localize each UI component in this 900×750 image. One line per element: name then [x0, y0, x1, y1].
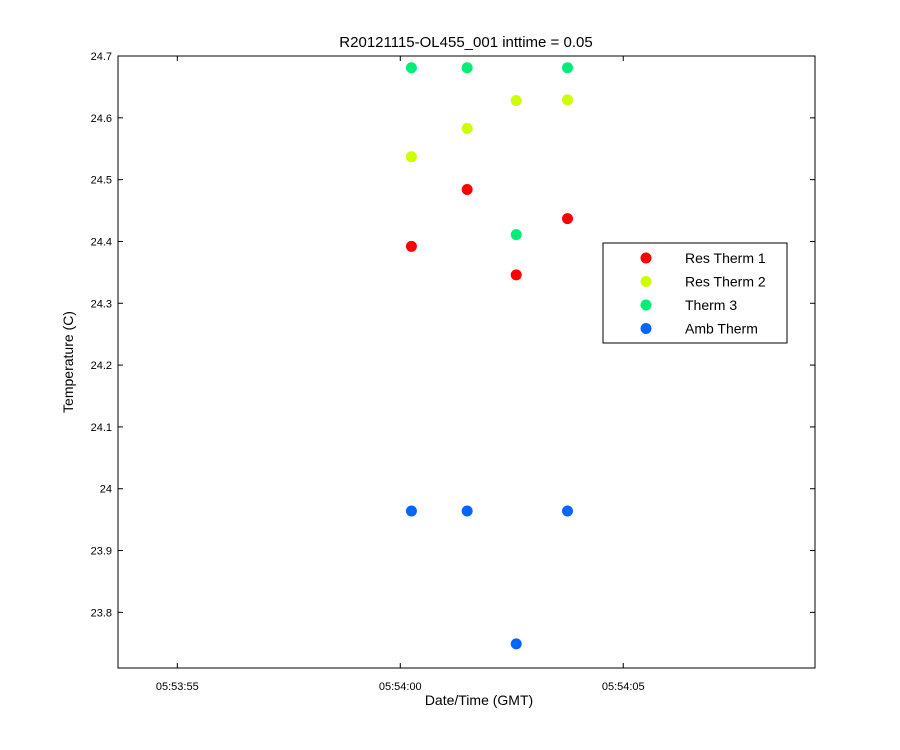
y-tick-label: 24.4 — [91, 236, 112, 248]
y-tick-label: 24.3 — [91, 298, 112, 310]
x-axis-title: Date/Time (GMT) — [425, 692, 533, 708]
y-tick-label: 24 — [100, 484, 112, 496]
y-tick-label: 24.2 — [91, 360, 112, 372]
legend-marker — [640, 252, 652, 264]
plot-area — [117, 55, 816, 669]
chart-title: R20121115-OL455_001 inttime = 0.05 — [339, 34, 592, 51]
legend-marker — [640, 299, 652, 311]
data-point — [405, 62, 417, 74]
data-point — [510, 229, 522, 241]
legend-label: Therm 3 — [685, 297, 737, 313]
data-point — [461, 505, 473, 517]
data-point — [510, 95, 522, 107]
data-point — [562, 505, 574, 517]
data-point — [461, 62, 473, 74]
data-point — [562, 62, 574, 74]
legend-label: Res Therm 1 — [685, 250, 766, 266]
data-point — [562, 94, 574, 106]
data-point — [461, 122, 473, 134]
y-tick-label: 24.6 — [91, 113, 112, 125]
x-tick-label: 05:54:05 — [602, 681, 645, 693]
data-point — [405, 240, 417, 252]
data-point — [510, 638, 522, 650]
legend-marker — [640, 276, 652, 287]
data-points — [405, 62, 574, 650]
data-point — [405, 151, 417, 163]
y-tick-label: 23.8 — [91, 607, 112, 619]
legend-box — [602, 242, 788, 344]
y-tick-label: 23.9 — [91, 546, 112, 558]
data-point — [461, 184, 473, 196]
legend-marker — [640, 323, 652, 334]
legend: Res Therm 1 Res Therm 2 Therm 3 Amb Therm — [602, 242, 788, 344]
y-tick-label: 24.5 — [91, 175, 112, 187]
legend-label: Amb Therm — [685, 321, 758, 337]
y-tick-label: 24.1 — [91, 422, 112, 434]
legend-label: Res Therm 2 — [685, 274, 766, 290]
data-point — [510, 269, 522, 281]
data-point — [562, 213, 574, 225]
y-tick-label: 24.7 — [91, 51, 112, 63]
y-axis-title: Temperature (C) — [60, 311, 76, 413]
x-tick-label: 05:53:55 — [156, 681, 199, 693]
x-axis: 05:53:55 05:54:00 05:54:05 — [156, 56, 645, 693]
x-tick-label: 05:54:00 — [379, 681, 422, 693]
y-axis: 23.8 23.9 24 24.1 24.2 24.3 24.4 24.5 24.6 24.7 — [91, 51, 815, 619]
data-point — [405, 505, 417, 517]
